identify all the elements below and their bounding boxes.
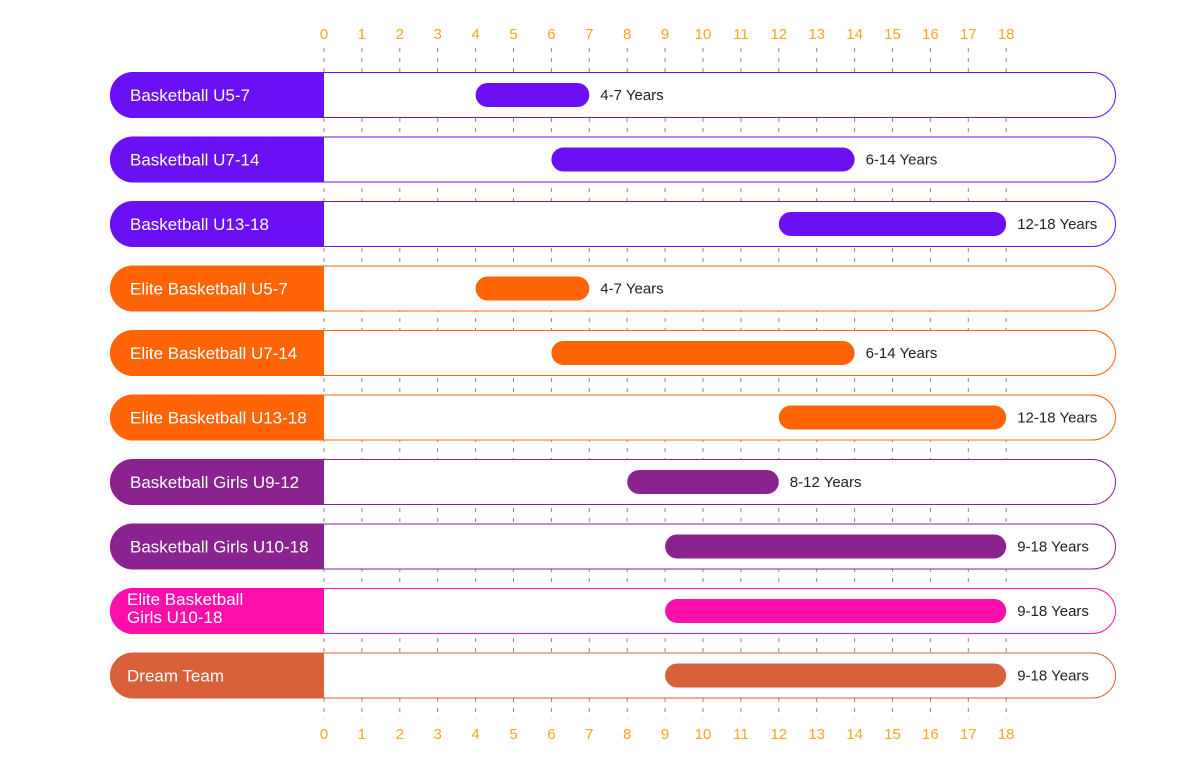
x-tick-label-bottom: 1 (358, 726, 366, 743)
range-bar (475, 83, 590, 107)
x-tick-label-top: 2 (396, 26, 404, 43)
range-bar (627, 470, 779, 494)
chart-row: Basketball U5-7 4-7 Years (110, 72, 1116, 118)
x-tick-label-top: 5 (509, 26, 517, 43)
row-label-box (110, 588, 324, 634)
x-tick-label-bottom: 14 (846, 726, 863, 743)
chart-row: Elite Basketball U5-7 4-7 Years (110, 265, 1116, 312)
range-bar-label: 8-12 Years (790, 474, 862, 491)
row-label: Elite Basketball Girls U10-18 (127, 590, 243, 627)
chart-row: Elite Basketball U7-14 6-14 Years (110, 330, 1116, 376)
x-tick-label-bottom: 11 (733, 726, 749, 743)
range-bar (778, 405, 1007, 430)
x-tick-label-bottom: 6 (547, 726, 555, 743)
x-tick-label-bottom: 7 (585, 726, 593, 743)
x-tick-label-top: 8 (623, 26, 631, 43)
row-label-box (110, 652, 325, 699)
x-tick-label-top: 9 (661, 26, 669, 43)
chart-row: Dream Team 9-18 Years (110, 652, 1116, 699)
row-label: Basketball U13-18 (130, 215, 269, 234)
range-bar-label: 9-18 Years (1017, 603, 1089, 620)
row-label: Basketball Girls U9-12 (130, 473, 299, 492)
row-label-box (110, 201, 324, 247)
x-tick-label-bottom: 5 (509, 726, 517, 743)
range-bar (665, 663, 1007, 688)
x-tick-label-bottom: 3 (434, 726, 442, 743)
chart-row: Basketball U7-14 6-14 Years (110, 136, 1116, 183)
row-label-box (110, 72, 324, 118)
x-tick-label-bottom: 4 (471, 726, 479, 743)
chart-rows: Basketball U5-7 4-7 Years Basketball U7-14… (110, 72, 1116, 699)
x-tick-label-top: 11 (733, 26, 749, 43)
chart-row: Elite Basketball Girls U10-18 9-18 Years (110, 588, 1116, 634)
x-tick-label-top: 13 (808, 26, 825, 43)
row-label: Elite Basketball U5-7 (130, 280, 288, 299)
range-bar-label: 4-7 Years (600, 281, 663, 298)
chart-row: Basketball Girls U10-18 9-18 Years (110, 523, 1116, 570)
row-label: Basketball U7-14 (130, 151, 259, 170)
row-label: Elite Basketball U13-18 (130, 409, 307, 428)
range-bar-label: 9-18 Years (1017, 668, 1089, 685)
row-label: Elite Basketball U7-14 (130, 344, 297, 363)
row-label-box (110, 523, 325, 570)
row-label-box (110, 265, 325, 312)
x-tick-label-bottom: 0 (320, 726, 328, 743)
chart-row: Basketball U13-18 12-18 Years (110, 201, 1116, 247)
row-label-box (110, 394, 325, 441)
x-tick-label-top: 14 (846, 26, 863, 43)
range-bar (665, 534, 1007, 559)
row-label: Basketball Girls U10-18 (130, 538, 309, 557)
x-tick-label-top: 1 (358, 26, 366, 43)
x-tick-label-bottom: 12 (770, 726, 787, 743)
x-tick-label-top: 0 (320, 26, 328, 43)
x-tick-label-bottom: 16 (922, 726, 939, 743)
x-tick-label-bottom: 13 (808, 726, 825, 743)
range-bar (551, 147, 855, 172)
x-tick-label-top: 4 (471, 26, 479, 43)
chart-row: Elite Basketball U13-18 12-18 Years (110, 394, 1116, 441)
x-tick-label-bottom: 2 (396, 726, 404, 743)
range-bar (551, 341, 855, 365)
row-label-line: Girls U10-18 (127, 608, 222, 627)
range-bar-label: 9-18 Years (1017, 539, 1089, 556)
range-bar-label: 6-14 Years (866, 345, 938, 362)
range-bar-label: 12-18 Years (1017, 216, 1097, 233)
row-label-line: Elite Basketball (127, 590, 243, 609)
range-bar-label: 4-7 Years (600, 87, 663, 104)
axis-ticks: 0011223344556677889910101111121213131414… (320, 26, 1015, 743)
x-tick-label-bottom: 18 (998, 726, 1015, 743)
range-bar (778, 212, 1007, 236)
x-tick-label-top: 16 (922, 26, 939, 43)
row-label-box (110, 459, 324, 505)
x-tick-label-bottom: 8 (623, 726, 631, 743)
row-label: Basketball U5-7 (130, 86, 250, 105)
x-tick-label-top: 10 (695, 26, 712, 43)
x-tick-label-top: 6 (547, 26, 555, 43)
range-bar-label: 12-18 Years (1017, 410, 1097, 427)
x-tick-label-bottom: 15 (884, 726, 901, 743)
row-label-box (110, 136, 325, 183)
x-tick-label-top: 15 (884, 26, 901, 43)
x-tick-label-bottom: 17 (960, 726, 977, 743)
row-label-box (110, 330, 324, 376)
x-tick-label-top: 12 (770, 26, 787, 43)
range-bar (665, 599, 1007, 623)
range-bar-label: 6-14 Years (866, 152, 938, 169)
x-tick-label-top: 7 (585, 26, 593, 43)
x-tick-label-bottom: 10 (695, 726, 712, 743)
range-bar (475, 276, 590, 301)
chart-row: Basketball Girls U9-12 8-12 Years (110, 459, 1116, 505)
x-tick-label-top: 17 (960, 26, 977, 43)
x-tick-label-bottom: 9 (661, 726, 669, 743)
x-tick-label-top: 18 (998, 26, 1015, 43)
row-label: Dream Team (127, 667, 224, 686)
x-tick-label-top: 3 (434, 26, 442, 43)
